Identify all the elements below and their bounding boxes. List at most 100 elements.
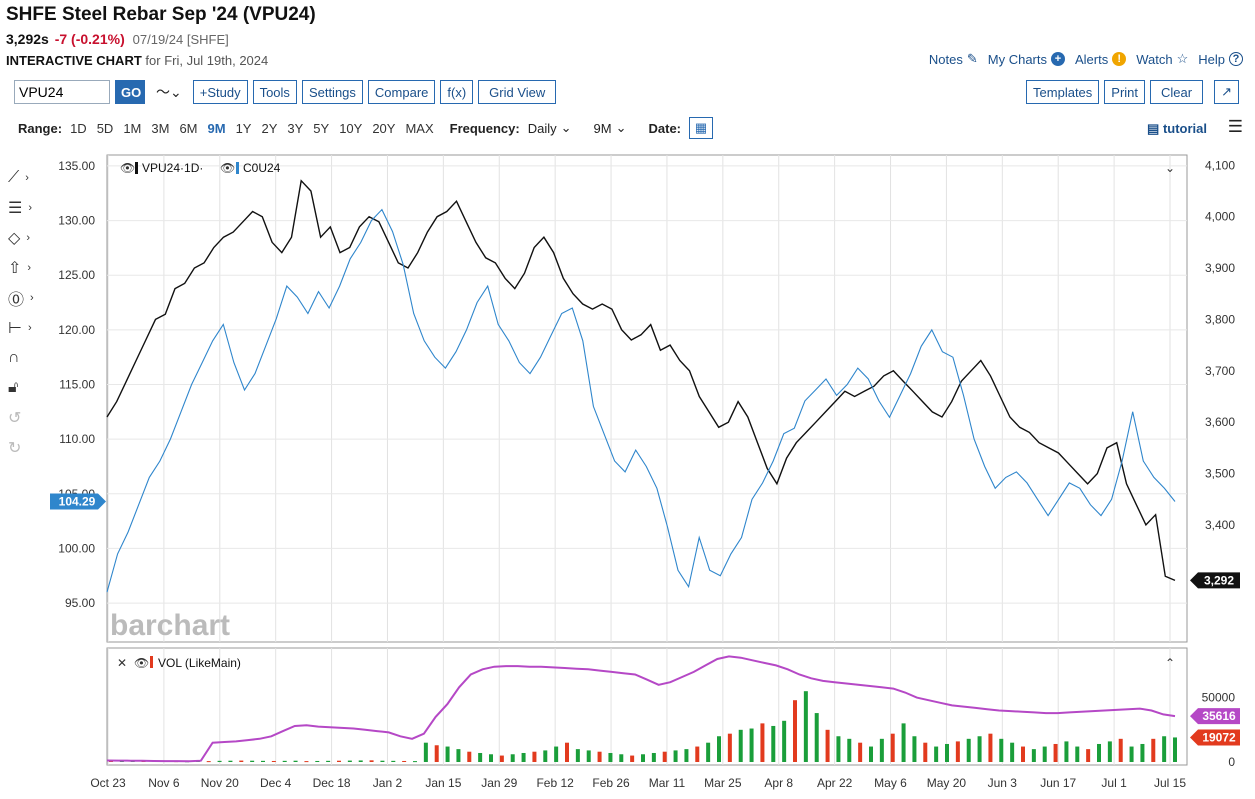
alerts-link[interactable]: Alerts! (1075, 51, 1127, 67)
chart-toolbar: GO 〜⌄ +Study Tools Settings Compare f(x)… (14, 80, 557, 104)
period-value: 9M (593, 120, 612, 136)
range-2y[interactable]: 2Y (261, 120, 278, 136)
arrow-tool-icon[interactable]: ⇧ › (8, 260, 32, 277)
volume-bar (326, 760, 331, 762)
study-button[interactable]: +Study (192, 80, 248, 104)
range-max[interactable]: MAX (405, 120, 434, 136)
volume-bar (825, 729, 830, 762)
volume-bar (185, 761, 189, 763)
volume-bar (261, 760, 265, 762)
fx-button[interactable]: f(x) (440, 80, 474, 104)
volume-bar (673, 750, 678, 762)
range-20y[interactable]: 20Y (372, 120, 396, 136)
annotation-tool-icon[interactable]: ⓪ › (8, 292, 34, 309)
volume-bar (1021, 746, 1025, 762)
compare-button[interactable]: Compare (367, 80, 436, 104)
go-button[interactable]: GO (115, 80, 145, 104)
range-10y[interactable]: 10Y (339, 120, 363, 136)
magnet-icon[interactable]: ∩ (8, 349, 20, 366)
volume-bar (413, 761, 417, 763)
fib-tool-icon[interactable]: ☰ › (8, 200, 33, 217)
watch-link[interactable]: Watch ☆ (1136, 51, 1188, 67)
compare-badge (50, 493, 106, 510)
range-1d[interactable]: 1D (70, 120, 87, 136)
volume-bar (641, 754, 645, 762)
range-3y[interactable]: 3Y (287, 120, 304, 136)
range-1y[interactable]: 1Y (235, 120, 252, 136)
redo-icon[interactable]: ↻ (8, 440, 22, 457)
y-left-tick: 100.00 (58, 541, 95, 555)
y-left-tick: 110.00 (59, 432, 95, 446)
volume-bar (456, 749, 461, 762)
tutorial-link[interactable]: ▤ tutorial (1147, 121, 1207, 137)
period-select[interactable]: 9M ⌄ (594, 120, 627, 136)
menu-icon[interactable]: ☰ (1227, 117, 1243, 136)
lock-icon[interactable]: 🔓︎ (8, 379, 19, 396)
help-label: Help (1198, 51, 1225, 67)
range-1m[interactable]: 1M (123, 120, 142, 136)
volume-bar (695, 746, 700, 762)
chevron-down-icon: ⌄ (615, 120, 627, 135)
volume-bar (499, 755, 504, 762)
x-tick-label: Jan 29 (481, 776, 517, 790)
grid-view-button[interactable]: Grid View (478, 80, 557, 104)
templates-button[interactable]: Templates (1026, 80, 1100, 104)
measure-tool-icon[interactable]: ⊢ › (8, 320, 32, 337)
volume-bar (684, 749, 689, 762)
line-tool-icon[interactable]: ⟋ › (8, 169, 29, 186)
volume-bar (879, 738, 884, 762)
help-link[interactable]: Help? (1198, 51, 1243, 67)
volume-bar (760, 723, 765, 762)
vol-badge (1190, 708, 1240, 725)
volume-bar (771, 725, 776, 762)
watermark-logo: barchart (110, 609, 230, 642)
x-tick-label: May 20 (927, 776, 967, 790)
volume-bar (1173, 737, 1177, 762)
chart-type-icon[interactable]: 〜⌄ (156, 84, 182, 100)
tools-button[interactable]: Tools (252, 80, 297, 104)
question-icon: ? (1229, 52, 1243, 66)
y-right-tick: 3,500 (1205, 467, 1235, 481)
range-5d[interactable]: 5D (96, 120, 114, 136)
volume-bar (467, 751, 472, 762)
undo-icon[interactable]: ↺ (8, 410, 22, 427)
range-9m[interactable]: 9M (207, 120, 226, 136)
range-bar: Range: 1D 5D 1M 3M 6M 9M 1Y 2Y 3Y 5Y 10Y 20Y MAX Fre… (18, 117, 714, 139)
clear-button[interactable]: Clear (1150, 80, 1204, 104)
legend-eye-icon[interactable]: 👁︎ (220, 161, 235, 175)
volume-bar (966, 738, 971, 762)
vol-badge-text: 19072 (1202, 730, 1236, 744)
vol-eye-icon[interactable]: 👁︎ (134, 656, 149, 670)
range-6m[interactable]: 6M (179, 120, 198, 136)
x-tick-label: Oct 23 (90, 776, 126, 790)
frequency-label: Frequency: (449, 120, 520, 136)
print-button[interactable]: Print (1104, 80, 1146, 104)
close-icon[interactable]: ✕ (117, 656, 127, 670)
chevron-up-icon[interactable]: ⌃ (1165, 656, 1175, 670)
chevron-down-icon: ⌄ (560, 120, 572, 135)
range-5y[interactable]: 5Y (313, 120, 330, 136)
x-tick-label: Jul 1 (1101, 776, 1127, 790)
watch-label: Watch (1136, 51, 1173, 67)
volume-avg-line (106, 655, 1176, 763)
range-3m[interactable]: 3M (151, 120, 170, 136)
shape-tool-icon[interactable]: ◇ › (8, 230, 30, 247)
legend-compare[interactable]: C0U24 (243, 161, 281, 175)
volume-bar (793, 700, 797, 762)
frequency-select[interactable]: Daily ⌄ (528, 120, 572, 136)
volume-bar (315, 760, 320, 762)
expand-icon[interactable]: ↗ (1214, 80, 1239, 104)
notes-link[interactable]: Notes ✎ (929, 51, 978, 67)
calendar-icon[interactable]: ▦ (689, 117, 714, 139)
settings-button[interactable]: Settings (301, 80, 363, 104)
chevron-down-icon[interactable]: ⌄ (1165, 161, 1175, 175)
volume-bar (1107, 741, 1112, 762)
legend-eye-icon[interactable]: 👁︎ (120, 161, 135, 175)
range-label: Range: (18, 120, 63, 136)
symbol-input[interactable] (14, 80, 110, 104)
legend-main[interactable]: VPU24·1D· (142, 161, 203, 175)
volume-bar (608, 752, 613, 762)
my-charts-link[interactable]: My Charts + (988, 51, 1065, 67)
y-right-tick: 3,800 (1205, 312, 1235, 326)
volume-bar (391, 760, 396, 762)
